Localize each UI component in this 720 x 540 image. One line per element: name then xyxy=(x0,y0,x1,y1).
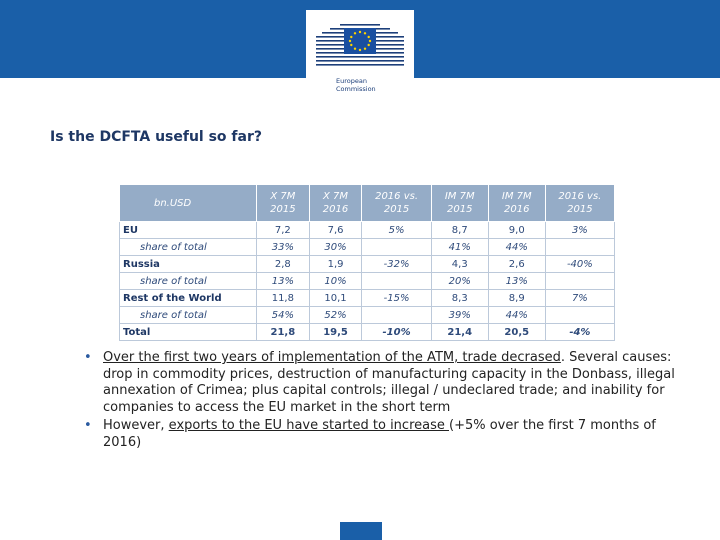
table-cell: 7% xyxy=(544,289,616,307)
table-row: Total 21,8 19,5 -10% 21,4 20,5 -4% xyxy=(119,323,616,341)
bullet-list: • Over the first two years of implementat… xyxy=(84,350,684,453)
bullet-dot-icon: • xyxy=(84,418,92,433)
bullet-dot-icon: • xyxy=(84,350,92,365)
table-cell: 10,1 xyxy=(308,289,363,307)
bullet-text: . Several causes: drop in commodity pric… xyxy=(103,350,675,415)
table-cell: 2,8 xyxy=(256,255,310,273)
table-cell: 39% xyxy=(430,306,489,324)
column-header: X 7M 2015 xyxy=(256,184,310,222)
logo-text-line2: Commission xyxy=(336,85,376,93)
table-cell: 19,5 xyxy=(308,323,363,341)
table-cell: 41% xyxy=(430,238,489,256)
table-cell: 2,6 xyxy=(487,255,546,273)
table-cell: 5% xyxy=(361,221,432,239)
table-row: share of total 13% 10% 20% 13% xyxy=(119,272,616,290)
bullet-item: • However, exports to the EU have started… xyxy=(84,418,684,451)
table-cell: 11,8 xyxy=(256,289,310,307)
table-cell: 20% xyxy=(430,272,489,290)
bullet-item: • Over the first two years of implementat… xyxy=(84,350,684,416)
row-label: share of total xyxy=(119,272,257,290)
column-header: IM 7M 2015 xyxy=(430,184,489,222)
table-cell xyxy=(361,272,432,290)
table-cell xyxy=(361,306,432,324)
table-cell: 7,2 xyxy=(256,221,310,239)
page-title: Is the DCFTA useful so far? xyxy=(50,129,262,145)
bullet-underlined-text: exports to the EU have started to increa… xyxy=(168,418,449,433)
table-cell: -4% xyxy=(544,323,616,341)
column-header: IM 7M 2016 xyxy=(487,184,546,222)
column-header: bn.USD xyxy=(119,184,257,222)
european-commission-logo: European Commission xyxy=(306,10,414,98)
table-cell xyxy=(544,272,616,290)
table-header-row: bn.USD X 7M 2015 X 7M 2016 2016 vs. 2015… xyxy=(119,184,616,222)
footer-bar xyxy=(340,522,382,540)
commission-building-icon xyxy=(316,24,404,66)
table-cell: -10% xyxy=(361,323,432,341)
table-cell: 8,3 xyxy=(430,289,489,307)
table-cell: -15% xyxy=(361,289,432,307)
bullet-text: (+5% over the first 7 months of 2016) xyxy=(103,418,656,450)
table-row: EU 7,2 7,6 5% 8,7 9,0 3% xyxy=(119,221,616,239)
table-cell: -40% xyxy=(544,255,616,273)
row-label: Rest of the World xyxy=(119,289,257,307)
table-cell: 20,5 xyxy=(487,323,546,341)
table-cell: -32% xyxy=(361,255,432,273)
trade-table-container: bn.USD X 7M 2015 X 7M 2016 2016 vs. 2015… xyxy=(119,184,616,341)
table-cell: 21,4 xyxy=(430,323,489,341)
table-cell: 3% xyxy=(544,221,616,239)
table-row: Rest of the World 11,8 10,1 -15% 8,3 8,9… xyxy=(119,289,616,307)
table-cell: 30% xyxy=(308,238,363,256)
row-label: Total xyxy=(119,323,257,341)
table-cell xyxy=(361,238,432,256)
column-header: 2016 vs. 2015 xyxy=(544,184,616,222)
table-cell: 8,9 xyxy=(487,289,546,307)
row-label: EU xyxy=(119,221,257,239)
table-cell: 52% xyxy=(308,306,363,324)
table-row: share of total 33% 30% 41% 44% xyxy=(119,238,616,256)
row-label: share of total xyxy=(119,306,257,324)
table-cell: 4,3 xyxy=(430,255,489,273)
row-label: share of total xyxy=(119,238,257,256)
bullet-underlined-text: Over the first two years of implementati… xyxy=(103,350,561,365)
logo-text-line1: European xyxy=(336,77,367,85)
table-cell xyxy=(544,306,616,324)
table-cell: 13% xyxy=(487,272,546,290)
table-cell: 1,9 xyxy=(308,255,363,273)
table-cell: 10% xyxy=(308,272,363,290)
table-row: share of total 54% 52% 39% 44% xyxy=(119,306,616,324)
table-cell: 7,6 xyxy=(308,221,363,239)
table-cell: 33% xyxy=(256,238,310,256)
logo-text: European Commission xyxy=(336,77,376,93)
table-cell: 9,0 xyxy=(487,221,546,239)
table-cell xyxy=(544,238,616,256)
column-header: X 7M 2016 xyxy=(308,184,363,222)
table-cell: 44% xyxy=(487,238,546,256)
bullet-text: However, xyxy=(103,418,169,433)
row-label: Russia xyxy=(119,255,257,273)
table-cell: 44% xyxy=(487,306,546,324)
table-row: Russia 2,8 1,9 -32% 4,3 2,6 -40% xyxy=(119,255,616,273)
table-cell: 13% xyxy=(256,272,310,290)
column-header: 2016 vs. 2015 xyxy=(361,184,432,222)
table-cell: 54% xyxy=(256,306,310,324)
table-cell: 8,7 xyxy=(430,221,489,239)
table-cell: 21,8 xyxy=(256,323,310,341)
trade-table: bn.USD X 7M 2015 X 7M 2016 2016 vs. 2015… xyxy=(119,184,616,341)
